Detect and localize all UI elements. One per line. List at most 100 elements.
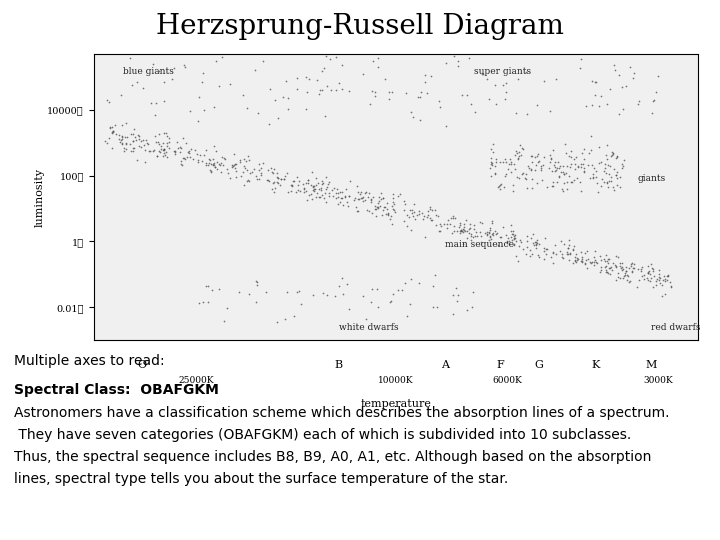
Point (508, 181, 519, 190)
Point (451, 226, 463, 235)
Point (531, 179, 543, 187)
Point (509, 165, 521, 174)
Point (513, 153, 524, 162)
Point (563, 240, 575, 249)
Point (379, 75, 391, 84)
Point (118, 143, 130, 152)
Point (99, 137, 111, 146)
Point (484, 223, 495, 232)
Point (203, 155, 215, 164)
Point (343, 192, 355, 200)
Point (408, 112, 419, 121)
Point (241, 104, 253, 112)
Point (579, 259, 590, 268)
Point (447, 214, 459, 222)
Point (447, 291, 459, 299)
Point (611, 174, 623, 183)
Point (656, 292, 667, 300)
Point (600, 261, 612, 270)
Point (529, 238, 541, 246)
Point (127, 144, 139, 153)
Point (548, 161, 559, 170)
Point (647, 97, 659, 105)
Point (562, 248, 573, 256)
Point (440, 122, 451, 130)
Point (465, 100, 477, 109)
Point (509, 234, 521, 242)
Point (153, 67, 165, 76)
Point (305, 180, 317, 189)
Point (274, 180, 286, 189)
Point (539, 233, 551, 242)
Point (351, 206, 363, 215)
Point (665, 282, 677, 291)
Point (450, 284, 462, 293)
Point (307, 182, 319, 191)
Point (555, 167, 567, 176)
Point (525, 246, 536, 255)
Point (555, 237, 567, 245)
Point (318, 179, 329, 187)
Point (292, 73, 303, 82)
Point (590, 173, 602, 181)
Text: F: F (496, 360, 504, 370)
Point (580, 102, 592, 111)
Point (562, 244, 573, 253)
Point (537, 161, 549, 170)
Point (219, 317, 230, 326)
Point (559, 239, 570, 248)
Point (364, 100, 376, 109)
Point (255, 164, 266, 172)
Point (535, 164, 546, 173)
Point (153, 130, 165, 139)
Point (272, 178, 284, 187)
Point (150, 132, 161, 140)
Point (600, 151, 611, 160)
Point (541, 245, 553, 253)
Point (612, 253, 624, 262)
Point (505, 221, 516, 230)
Point (427, 281, 438, 290)
Point (207, 161, 219, 170)
Point (441, 224, 453, 233)
Point (457, 225, 469, 234)
Point (474, 218, 485, 226)
Point (444, 219, 456, 228)
Point (624, 264, 635, 272)
Point (560, 148, 572, 157)
Point (193, 156, 204, 164)
Point (168, 64, 180, 72)
Point (631, 265, 643, 273)
Point (602, 259, 613, 268)
Point (116, 131, 127, 140)
Point (312, 178, 323, 187)
Point (489, 162, 500, 171)
Point (348, 193, 360, 202)
Point (300, 186, 312, 195)
Point (587, 258, 598, 267)
Point (311, 76, 323, 84)
Point (219, 153, 230, 162)
Point (600, 267, 611, 276)
Point (559, 170, 570, 178)
Point (476, 218, 487, 227)
Point (465, 232, 477, 240)
Point (286, 181, 297, 190)
Point (159, 151, 171, 159)
Point (336, 60, 348, 69)
Point (176, 161, 187, 170)
Point (314, 90, 325, 98)
Point (557, 254, 568, 262)
Point (292, 288, 303, 296)
Point (152, 152, 163, 160)
Point (611, 152, 623, 160)
Point (384, 214, 396, 223)
Point (644, 259, 656, 268)
Text: Multiple axes to read:: Multiple axes to read: (14, 354, 165, 368)
Point (538, 152, 549, 161)
Point (557, 167, 569, 176)
Point (484, 226, 495, 235)
Point (158, 145, 170, 153)
Point (610, 275, 621, 284)
Point (635, 266, 647, 275)
